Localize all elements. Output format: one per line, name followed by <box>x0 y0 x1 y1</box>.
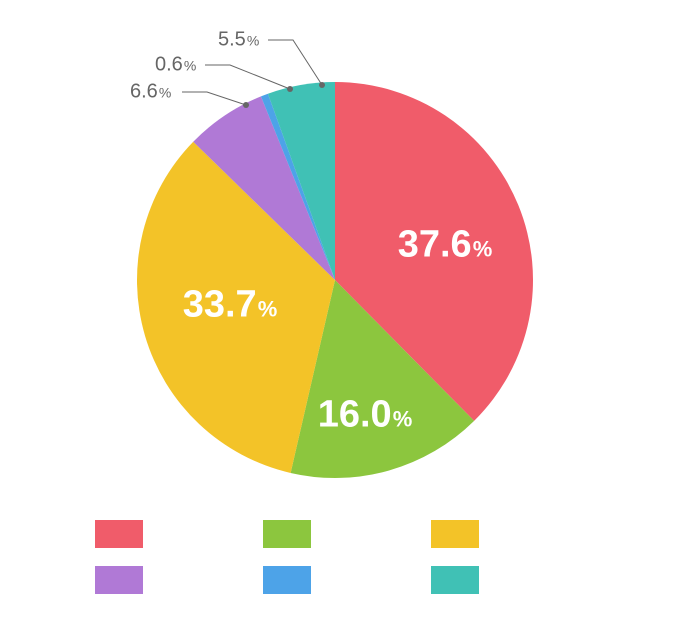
legend-item-3 <box>95 566 143 594</box>
legend-item-5 <box>431 566 479 594</box>
callout-line <box>182 92 246 105</box>
legend-item-4 <box>263 566 311 594</box>
slice-pct-1: % <box>393 407 413 432</box>
pie-chart-container: 37.6% 16.0% 33.7% 6.6% 0.6% 5.5% <box>0 0 680 640</box>
slice-value-2: 33.7 <box>183 284 257 326</box>
legend-swatch-0 <box>95 520 143 548</box>
legend-swatch-2 <box>431 520 479 548</box>
callout-label-4: 0.6% <box>155 54 196 77</box>
legend-item-2 <box>431 520 479 548</box>
legend-swatch-3 <box>95 566 143 594</box>
callout-dot <box>287 86 293 92</box>
slice-pct-0: % <box>473 237 493 262</box>
legend-swatch-1 <box>263 520 311 548</box>
callout-pct-4: % <box>184 58 196 74</box>
callout-label-5: 5.5% <box>218 29 259 52</box>
callout-label-3: 6.6% <box>130 81 171 104</box>
slice-pct-2: % <box>258 297 278 322</box>
callout-dot <box>319 82 325 88</box>
slice-value-1: 16.0 <box>318 394 392 436</box>
callout-dot <box>243 102 249 108</box>
legend-item-1 <box>263 520 311 548</box>
slice-label-0: 37.6% <box>398 224 493 267</box>
callout-value-5: 5.5 <box>218 29 246 51</box>
legend-swatch-4 <box>263 566 311 594</box>
legend-swatch-5 <box>431 566 479 594</box>
slice-label-1: 16.0% <box>318 394 413 437</box>
callout-value-3: 6.6 <box>130 81 158 103</box>
callout-pct-3: % <box>159 85 171 101</box>
slice-label-2: 33.7% <box>183 284 278 327</box>
callout-pct-5: % <box>247 33 259 49</box>
legend <box>95 520 595 594</box>
callout-value-4: 0.6 <box>155 54 183 76</box>
slice-value-0: 37.6 <box>398 224 472 266</box>
callout-line <box>205 65 290 89</box>
callout-line <box>268 40 322 85</box>
legend-item-0 <box>95 520 143 548</box>
